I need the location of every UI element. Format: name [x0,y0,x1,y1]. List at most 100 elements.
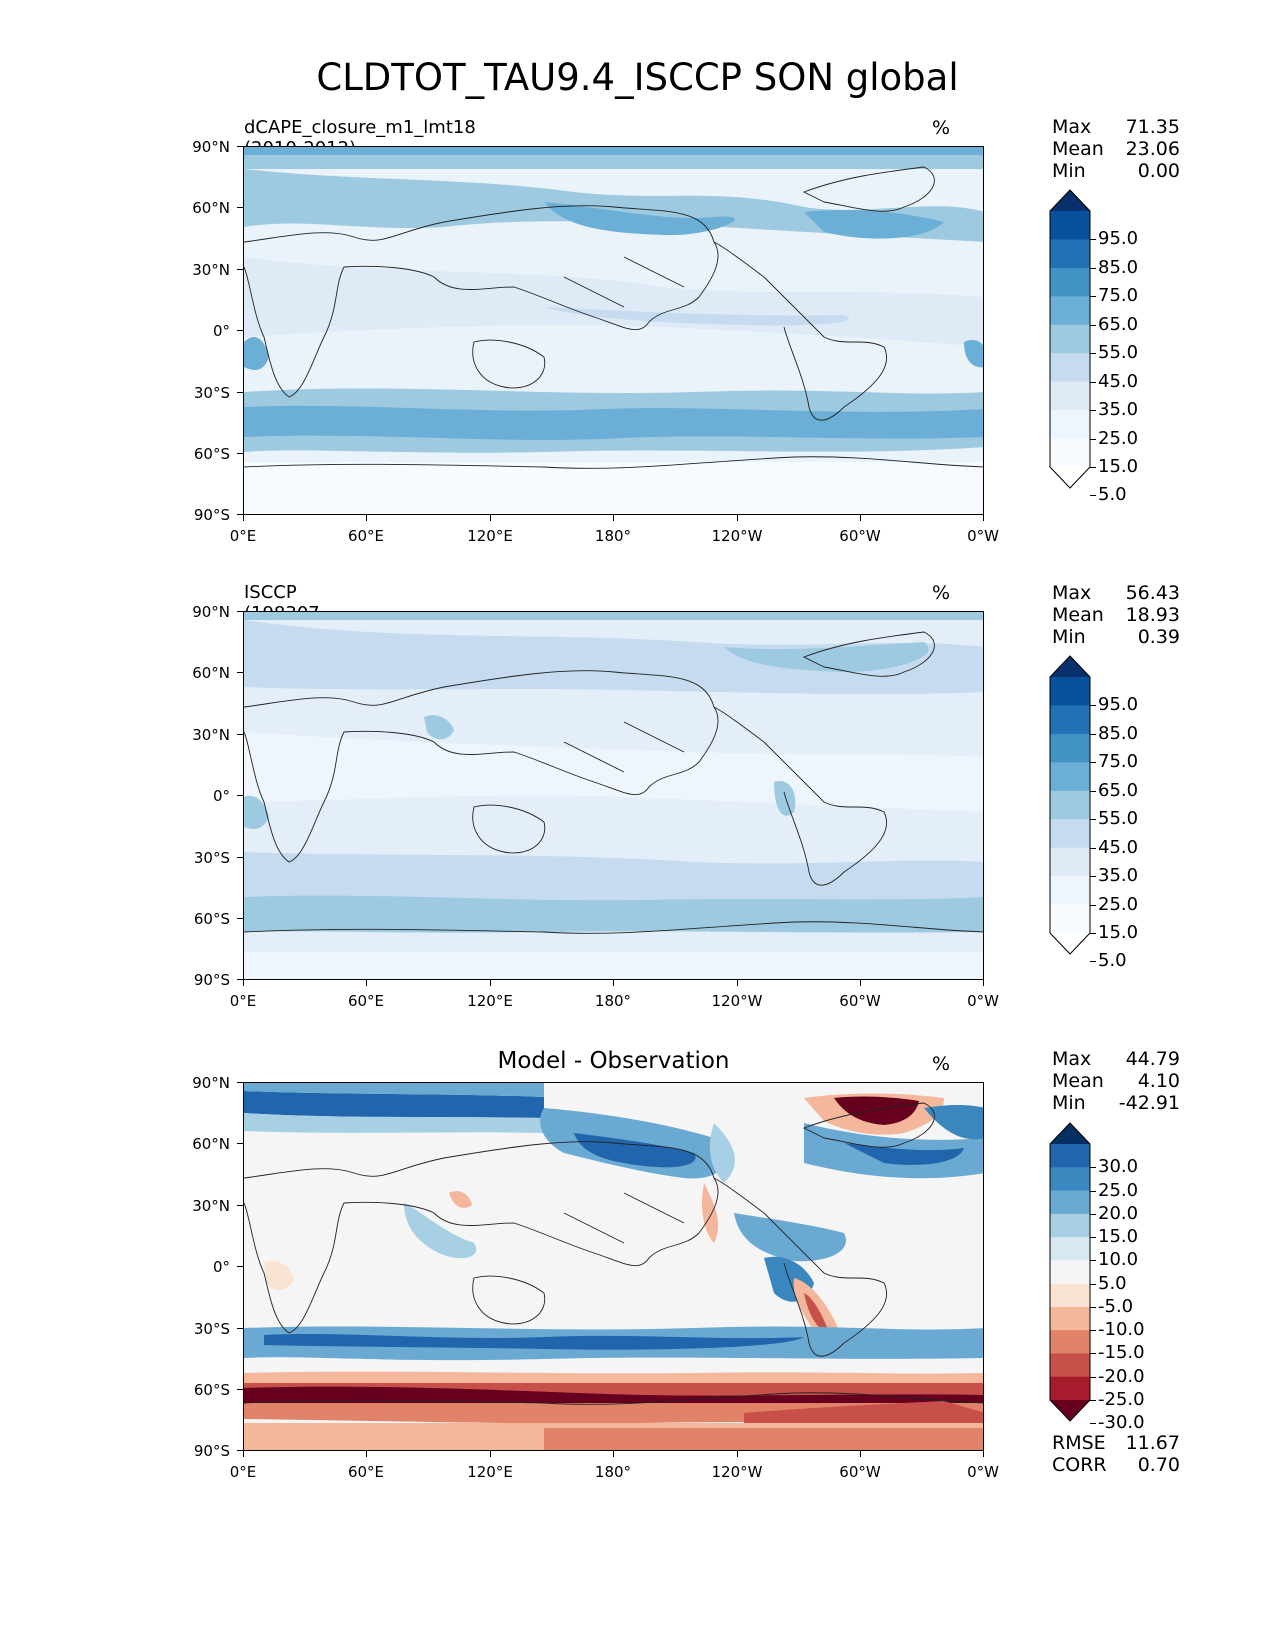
lon-tick-label: 60°E [347,1463,385,1481]
stat-label: Mean [1052,138,1104,160]
stat-value: 44.79 [1125,1048,1180,1070]
colorbar-tick [1090,467,1096,468]
colorbar-tick [1090,353,1096,355]
lon-tick-label: 60°E [347,992,385,1010]
colorbar-tick-label: 25.0 [1098,893,1139,915]
stat-value: 4.10 [1137,1070,1180,1092]
lon-tick-label: 0°E [229,1463,257,1481]
colorbar-tick-label: 15.0 [1098,922,1139,943]
colorbar-swatch [1050,296,1090,326]
stat-label: Max [1052,1048,1092,1070]
lon-tick-label: 0°W [967,527,999,545]
colorbar-tick [1090,705,1096,707]
lon-tick-label: 180° [594,992,632,1010]
colorbar-tick-label: 85.0 [1098,722,1139,744]
lon-tick-label: 0°E [229,992,257,1010]
colorbar-swatch [1050,819,1090,849]
lat-tick-label: 0° [212,1258,230,1276]
units-label: % [932,117,951,139]
colorbar-tick [1090,1400,1096,1401]
units-label: % [932,582,951,604]
colorbar [1049,655,1091,955]
stats-block: Max 56.43 Mean 18.93 Min 0.39 [1052,582,1180,648]
colorbar-swatch [1050,876,1090,906]
colorbar-tick-label: 5.0 [1098,484,1127,506]
colorbar-extend-max [1050,656,1090,677]
stat-value: 11.67 [1125,1432,1180,1454]
colorbar-tick-label: 5.0 [1098,1272,1127,1294]
lat-tick-label: 60°N [192,1135,230,1153]
stat-label: Min [1052,160,1086,182]
lon-tick-label: 120°E [467,1463,513,1481]
colorbar-tick-label: 30.0 [1098,1156,1139,1178]
colorbar-tick [1090,961,1096,963]
panel-subtitle: Model - Observation [497,1048,730,1074]
stat-label: Mean [1052,604,1104,626]
colorbar-tick [1090,819,1096,821]
lat-tick-label: 90°N [192,1074,230,1092]
colorbar [1049,1122,1091,1422]
colorbar-swatch [1050,1190,1090,1215]
colorbar-tick [1090,1213,1096,1215]
colorbar-swatch [1050,1237,1090,1261]
colorbar-swatch [1050,1330,1090,1354]
lon-tick-label: 180° [594,1463,632,1481]
lat-tick-label: 90°N [192,138,230,156]
colorbar-extend-min [1050,467,1090,488]
colorbar-tick-label: 35.0 [1098,399,1139,421]
colorbar-tick [1090,933,1096,934]
colorbar-tick-label: 45.0 [1098,836,1139,858]
lon-tick-label: 180° [594,527,632,545]
colorbar-tick-label: 95.0 [1098,694,1139,716]
colorbar-tick-label: 75.0 [1098,751,1139,773]
stat-value: 0.70 [1137,1454,1180,1476]
lat-tick-label: 60°S [193,910,230,928]
colorbar-swatch [1050,677,1090,706]
colorbar-swatch [1050,1306,1090,1331]
colorbar-tick-label: 75.0 [1098,285,1139,307]
colorbar-swatch [1050,239,1090,269]
colorbar-tick [1090,381,1096,383]
colorbar-tick [1090,267,1096,269]
colorbar-tick [1090,1283,1096,1285]
colorbar-tick [1090,904,1096,906]
stats-block: Max 71.35 Mean 23.06 Min 0.00 [1052,116,1180,182]
stat-label: Max [1052,582,1092,604]
colorbar-swatch [1050,438,1090,468]
colorbar-tick [1090,1330,1096,1332]
colorbar-tick [1090,296,1096,298]
colorbar-tick [1090,733,1096,735]
colorbar-tick [1090,1167,1096,1169]
lon-tick-label: 60°W [839,527,881,545]
stat-value: 71.35 [1125,116,1180,138]
lat-tick-label: 0° [212,322,230,340]
colorbar-tick-label: 15.0 [1098,456,1139,477]
lon-tick-label: 0°W [967,1463,999,1481]
colorbar-swatch [1050,847,1090,877]
colorbar-tick [1090,239,1096,241]
lon-tick-label: 120°W [711,1463,763,1481]
lon-tick-label: 0°E [229,527,257,545]
lon-tick-label: 120°E [467,992,513,1010]
units-label: % [932,1053,951,1075]
colorbar-extend-min [1050,1400,1090,1421]
map-model [243,146,984,515]
stat-label: CORR [1052,1454,1107,1476]
lat-tick-label: 90°S [193,971,230,989]
lat-tick-label: 60°N [192,199,230,217]
colorbar-tick [1090,495,1096,497]
colorbar-tick [1090,790,1096,792]
colorbar-tick [1090,847,1096,849]
stat-value: -42.91 [1118,1092,1180,1114]
colorbar-tick-label: -10.0 [1098,1319,1145,1341]
colorbar-swatch [1050,762,1090,792]
colorbar-tick-label: -20.0 [1098,1365,1145,1387]
colorbar-tick-label: -30.0 [1098,1412,1145,1434]
rmse-corr-block: RMSE 11.67 CORR 0.70 [1052,1432,1180,1476]
colorbar-tick-label: 85.0 [1098,256,1139,278]
colorbar-swatch [1050,410,1090,440]
map-observation [243,611,984,980]
stat-label: Min [1052,1092,1086,1114]
colorbar-tick-label: 10.0 [1098,1249,1139,1271]
lat-tick-label: 30°S [193,384,230,402]
